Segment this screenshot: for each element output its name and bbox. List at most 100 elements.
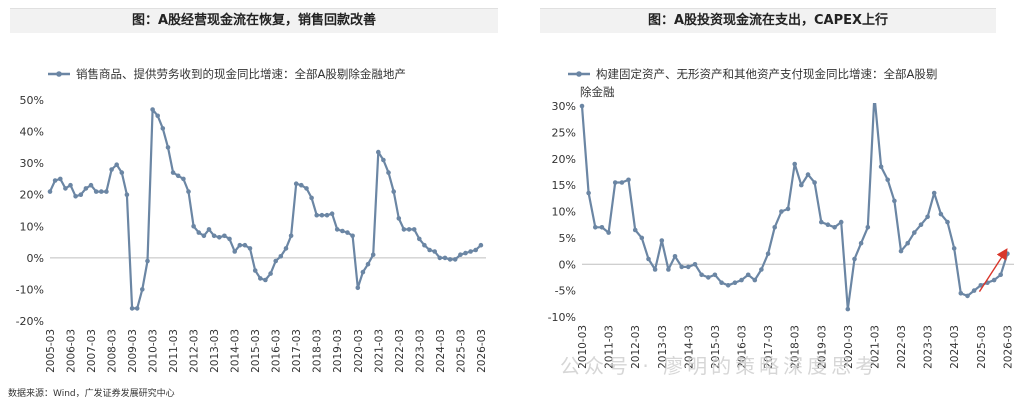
data-point — [124, 192, 130, 197]
data-point — [258, 276, 263, 281]
data-point — [268, 271, 273, 276]
data-point — [406, 227, 412, 232]
y-tick-label: 25% — [552, 126, 576, 139]
series-line — [580, 103, 1009, 311]
data-point — [699, 272, 704, 278]
data-point — [646, 256, 651, 262]
data-point — [196, 230, 202, 235]
data-point — [593, 225, 598, 230]
data-point — [150, 107, 155, 112]
data-point — [912, 230, 917, 235]
data-point — [78, 192, 84, 197]
data-point — [175, 173, 181, 179]
x-tick-label: 2015-03 — [250, 329, 262, 373]
x-tick-label: 2009-03 — [127, 329, 139, 373]
x-tick-label: 2011-03 — [168, 329, 180, 373]
data-point — [672, 254, 678, 259]
data-point — [458, 252, 463, 257]
series-group — [579, 103, 1010, 312]
legend-label: 构建固定资产、无形资产和其他资产支付现金同比增速：全部A股剔除金融 — [580, 67, 937, 99]
data-point — [971, 288, 977, 293]
left-chart: 销售商品、提供劳务收到的现金同比增速：全部A股剔除金融地产 -20% -10% 0% 1… — [16, 67, 488, 373]
x-tick-label: 2010-03 — [577, 325, 589, 369]
y-tick-label: 15% — [552, 179, 576, 192]
data-point — [304, 186, 309, 191]
data-point — [437, 255, 443, 261]
data-point — [463, 250, 468, 256]
data-point — [263, 277, 268, 283]
data-point — [825, 222, 831, 227]
y-tick-label: 0% — [27, 252, 44, 265]
x-tick-label: 2012-03 — [630, 325, 642, 369]
x-tick-label: 2014-03 — [230, 329, 242, 373]
legend-swatch-marker — [56, 71, 62, 77]
data-point — [473, 247, 479, 253]
right-chart-title: 图：A股投资现金流在支出，CAPEX上行 — [540, 8, 996, 33]
x-tick-label: 2016-03 — [737, 325, 749, 369]
data-point — [391, 189, 397, 194]
data-point — [752, 277, 758, 283]
data-point — [278, 254, 284, 259]
data-point — [319, 212, 325, 218]
data-point — [679, 264, 684, 270]
data-point — [619, 180, 625, 185]
data-point — [447, 257, 453, 262]
data-point — [652, 267, 658, 272]
data-point — [858, 240, 864, 246]
data-point — [324, 212, 330, 218]
data-point — [165, 145, 171, 150]
data-point — [299, 182, 304, 188]
data-point — [892, 198, 897, 204]
y-tick-label: 20% — [20, 189, 44, 202]
data-point — [765, 251, 771, 256]
data-point — [732, 280, 738, 285]
data-point — [145, 258, 150, 264]
watermark: 公众号 · 廖明的策略深度思考 — [560, 354, 880, 378]
data-point — [812, 180, 817, 185]
data-point — [273, 258, 279, 264]
y-tick-label: 10% — [552, 206, 576, 219]
data-point — [73, 194, 78, 199]
data-point — [381, 157, 386, 163]
data-point — [468, 249, 473, 254]
x-tick-label: 2019-03 — [816, 325, 828, 369]
data-point — [191, 224, 196, 229]
data-point — [340, 228, 345, 234]
data-point — [237, 242, 243, 248]
data-point — [334, 227, 340, 232]
data-point — [211, 233, 217, 239]
data-point — [579, 103, 585, 109]
data-point — [411, 227, 417, 232]
x-tick-label: 2023-03 — [923, 325, 935, 369]
data-point — [186, 189, 191, 194]
x-tick-label: 2023-03 — [414, 329, 426, 373]
data-point — [314, 212, 320, 218]
data-point — [938, 211, 944, 217]
data-point — [93, 189, 99, 194]
data-point — [68, 182, 73, 188]
x-tick-label: 2017-03 — [291, 329, 303, 373]
x-tick-label: 2008-03 — [107, 329, 119, 373]
data-point — [134, 306, 140, 311]
series-group — [47, 107, 484, 311]
x-tick-label: 2013-03 — [209, 329, 221, 373]
data-point — [692, 262, 698, 267]
data-point — [819, 219, 824, 225]
data-point — [140, 287, 145, 292]
data-point — [155, 113, 160, 119]
data-point — [222, 233, 227, 239]
x-tick-label: 2017-03 — [763, 325, 775, 369]
data-point — [686, 264, 691, 270]
x-tick-label: 2005-03 — [45, 329, 57, 373]
x-tick-label: 2018-03 — [790, 325, 802, 369]
data-point — [370, 252, 376, 257]
data-point — [845, 306, 851, 312]
data-point — [905, 240, 910, 246]
data-point — [951, 246, 957, 251]
data-point — [712, 272, 718, 278]
data-point — [350, 233, 355, 239]
x-tick-label: 2018-03 — [312, 329, 324, 373]
data-point — [978, 283, 984, 288]
left-chart-title: 图：A股经营现金流在恢复，销售回款改善 — [10, 8, 498, 33]
data-point — [365, 261, 371, 267]
